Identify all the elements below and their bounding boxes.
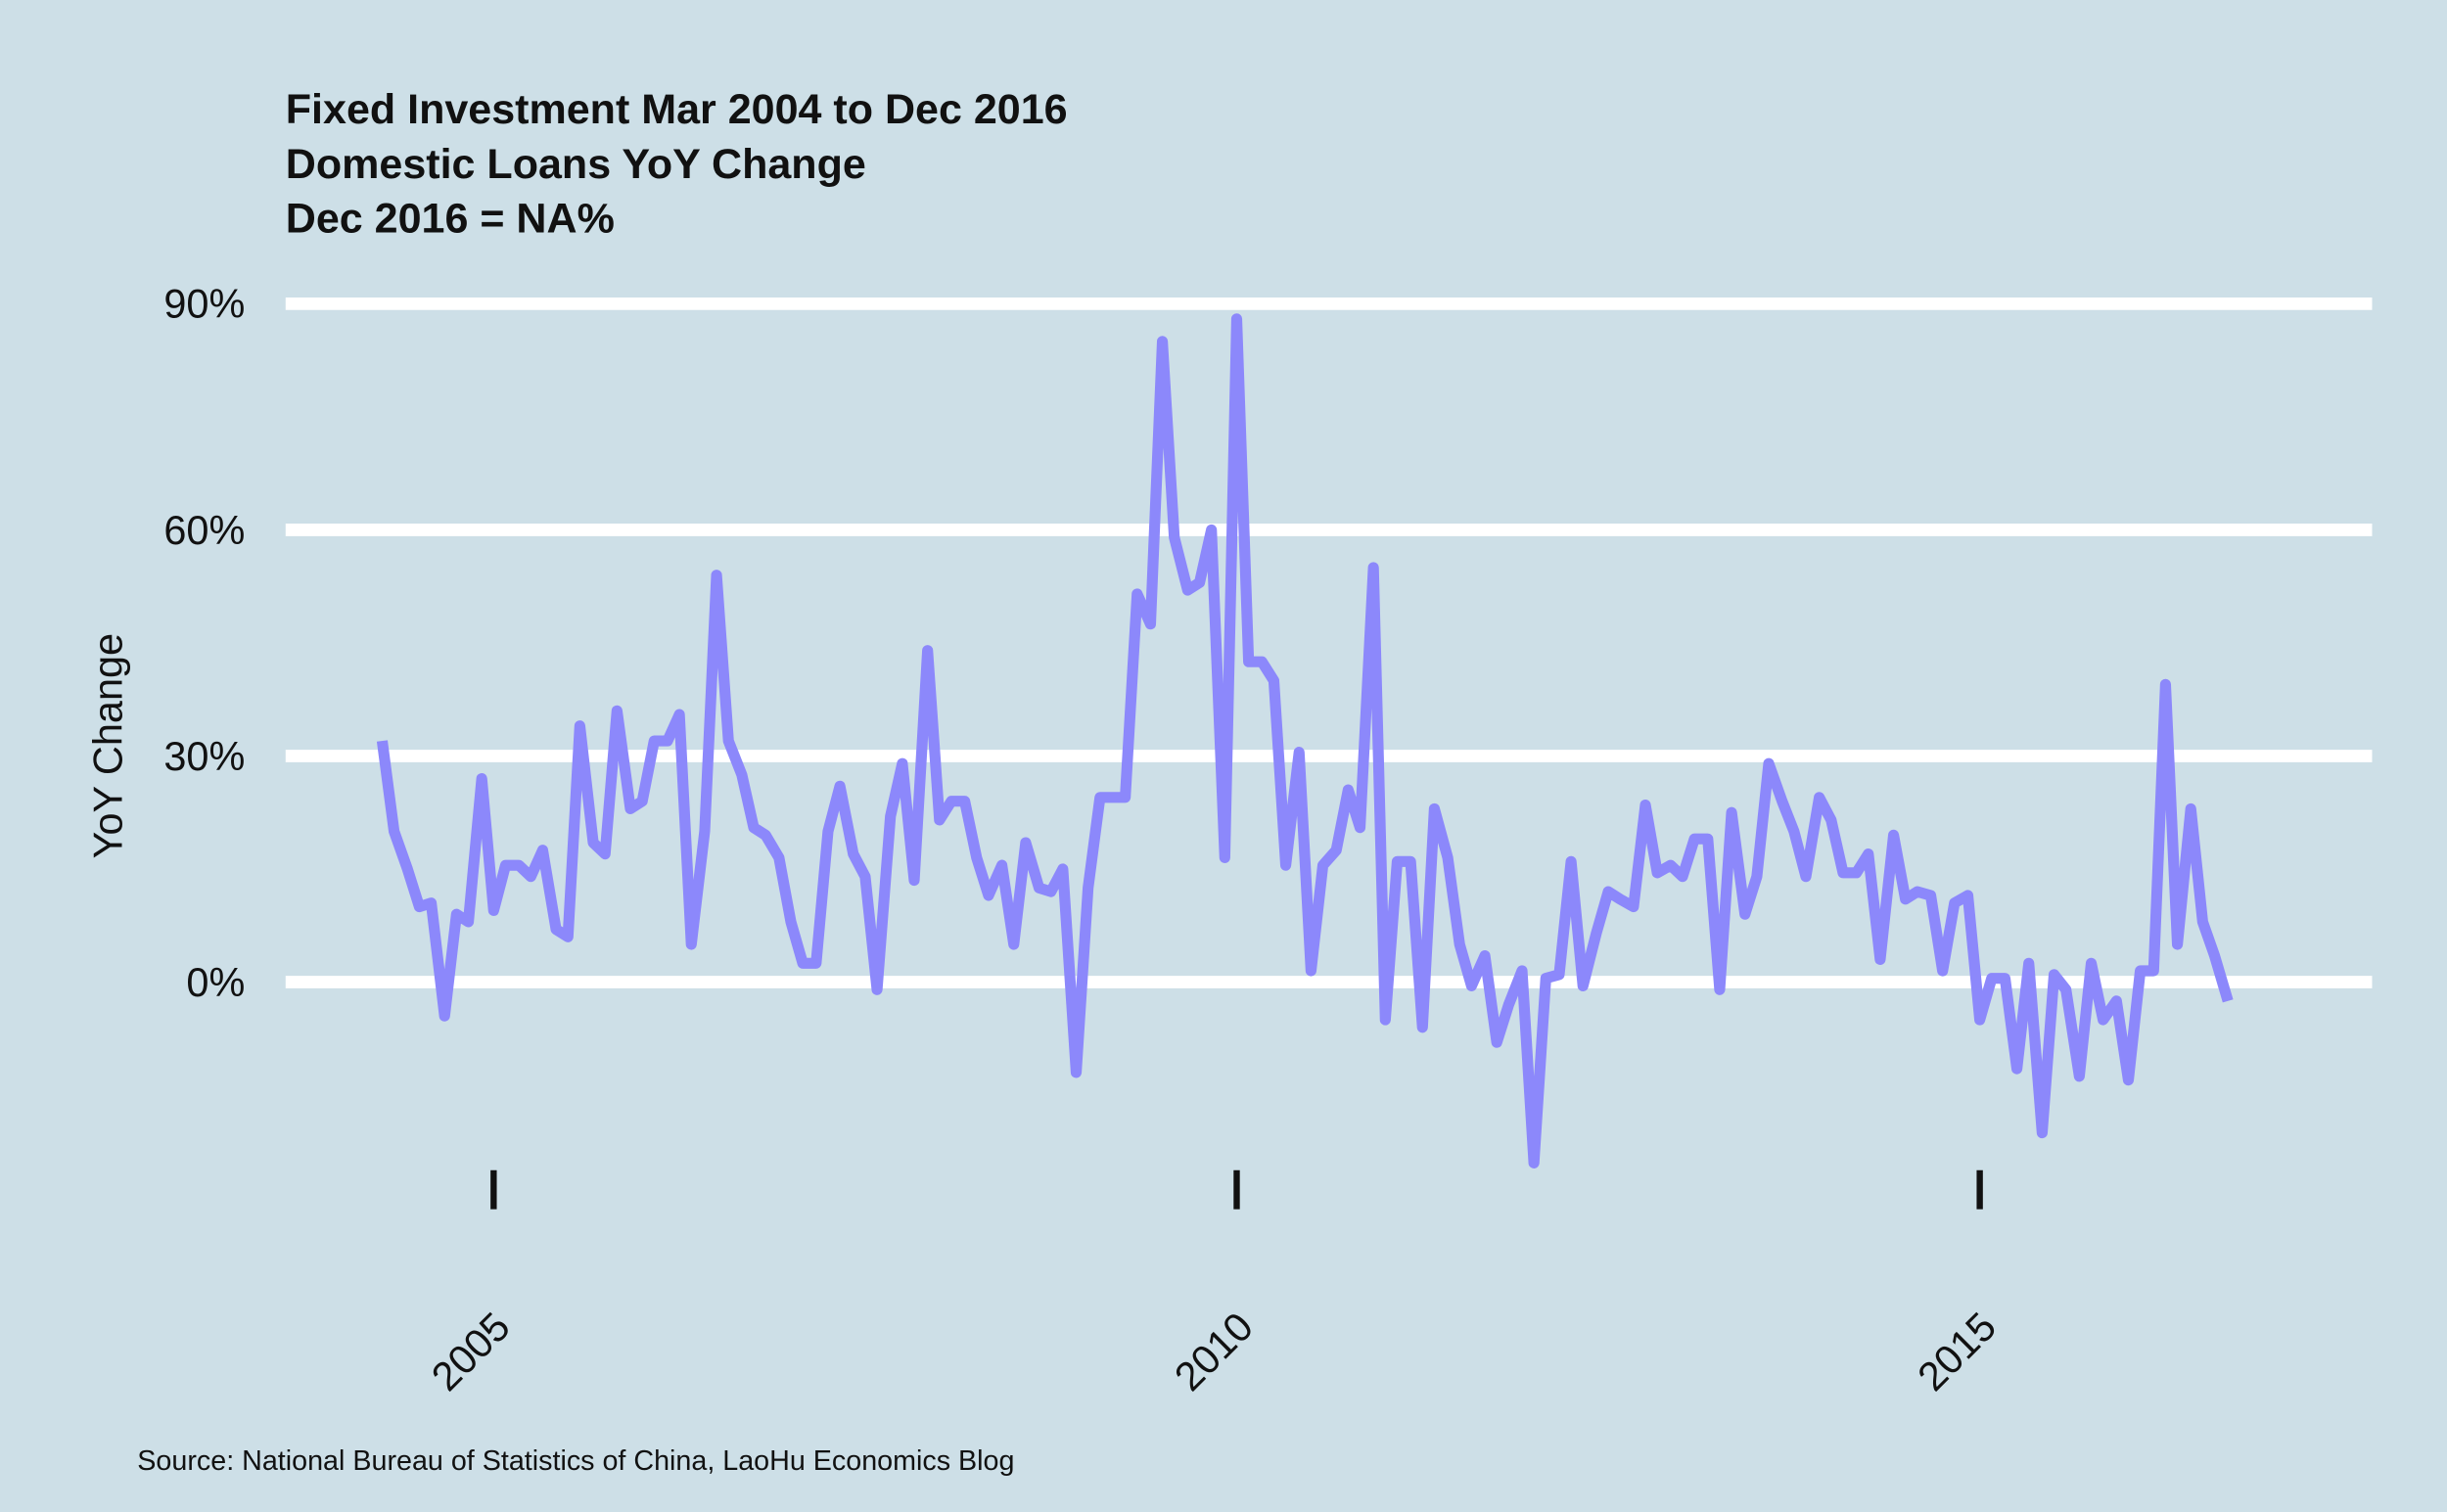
y-axis-label: YoY Change [84,633,130,858]
y-tick-label: 90% [163,281,245,327]
title-line: Dec 2016 = NA% [286,196,615,243]
title-line: Domestic Loans YoY Change [286,141,866,188]
y-tick-label: 0% [186,959,245,1005]
y-tick-label: 30% [163,733,245,779]
plot [376,313,2234,1168]
source-note: Source: National Bureau of Statistics of… [137,1445,1014,1477]
y-tick-label: 60% [163,507,245,553]
series-line [376,313,2234,1168]
title-line: Fixed Investment Mar 2004 to Dec 2016 [286,86,1068,133]
